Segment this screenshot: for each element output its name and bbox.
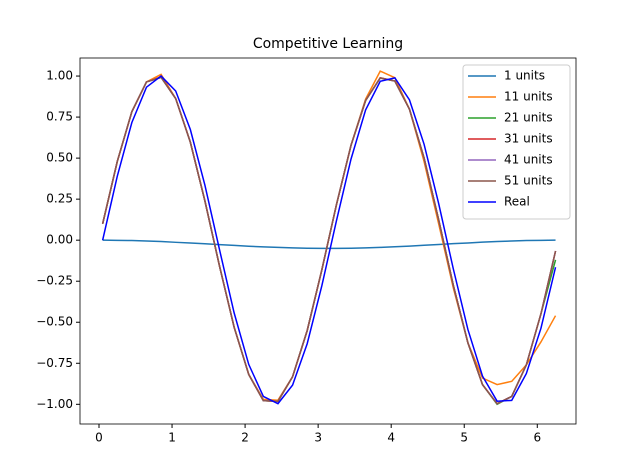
x-tick-label: 2 (241, 431, 249, 445)
legend-label: 51 units (504, 174, 553, 188)
legend-label: 31 units (504, 132, 553, 146)
x-tick-label: 1 (168, 431, 176, 445)
y-tick-label: 1.00 (46, 69, 73, 83)
line-series (101, 75, 557, 405)
x-tick-label: 0 (95, 431, 103, 445)
x-tick-label: 3 (314, 431, 322, 445)
x-tick-label: 4 (387, 431, 395, 445)
y-tick-label: −0.50 (36, 315, 73, 329)
x-tick-label: 5 (460, 431, 468, 445)
legend-label: 41 units (504, 153, 553, 167)
y-tick-label: 0.75 (46, 110, 73, 124)
line-series (101, 76, 557, 405)
chart-title: Competitive Learning (253, 36, 403, 52)
line-series (102, 239, 556, 250)
legend-label: 21 units (504, 111, 553, 125)
legend-label: 11 units (504, 90, 553, 104)
y-tick-label: 0.00 (46, 233, 73, 247)
legend-label: 1 units (504, 69, 545, 83)
y-tick-label: −1.00 (36, 397, 73, 411)
legend-label: Real (504, 195, 530, 209)
axes-frame (79, 57, 577, 425)
y-tick-label: −0.25 (36, 274, 73, 288)
y-tick-label: 0.50 (46, 151, 73, 165)
y-tick-label: −0.75 (36, 356, 73, 370)
y-tick-label: 0.25 (46, 192, 73, 206)
x-tick-label: 6 (533, 431, 541, 445)
